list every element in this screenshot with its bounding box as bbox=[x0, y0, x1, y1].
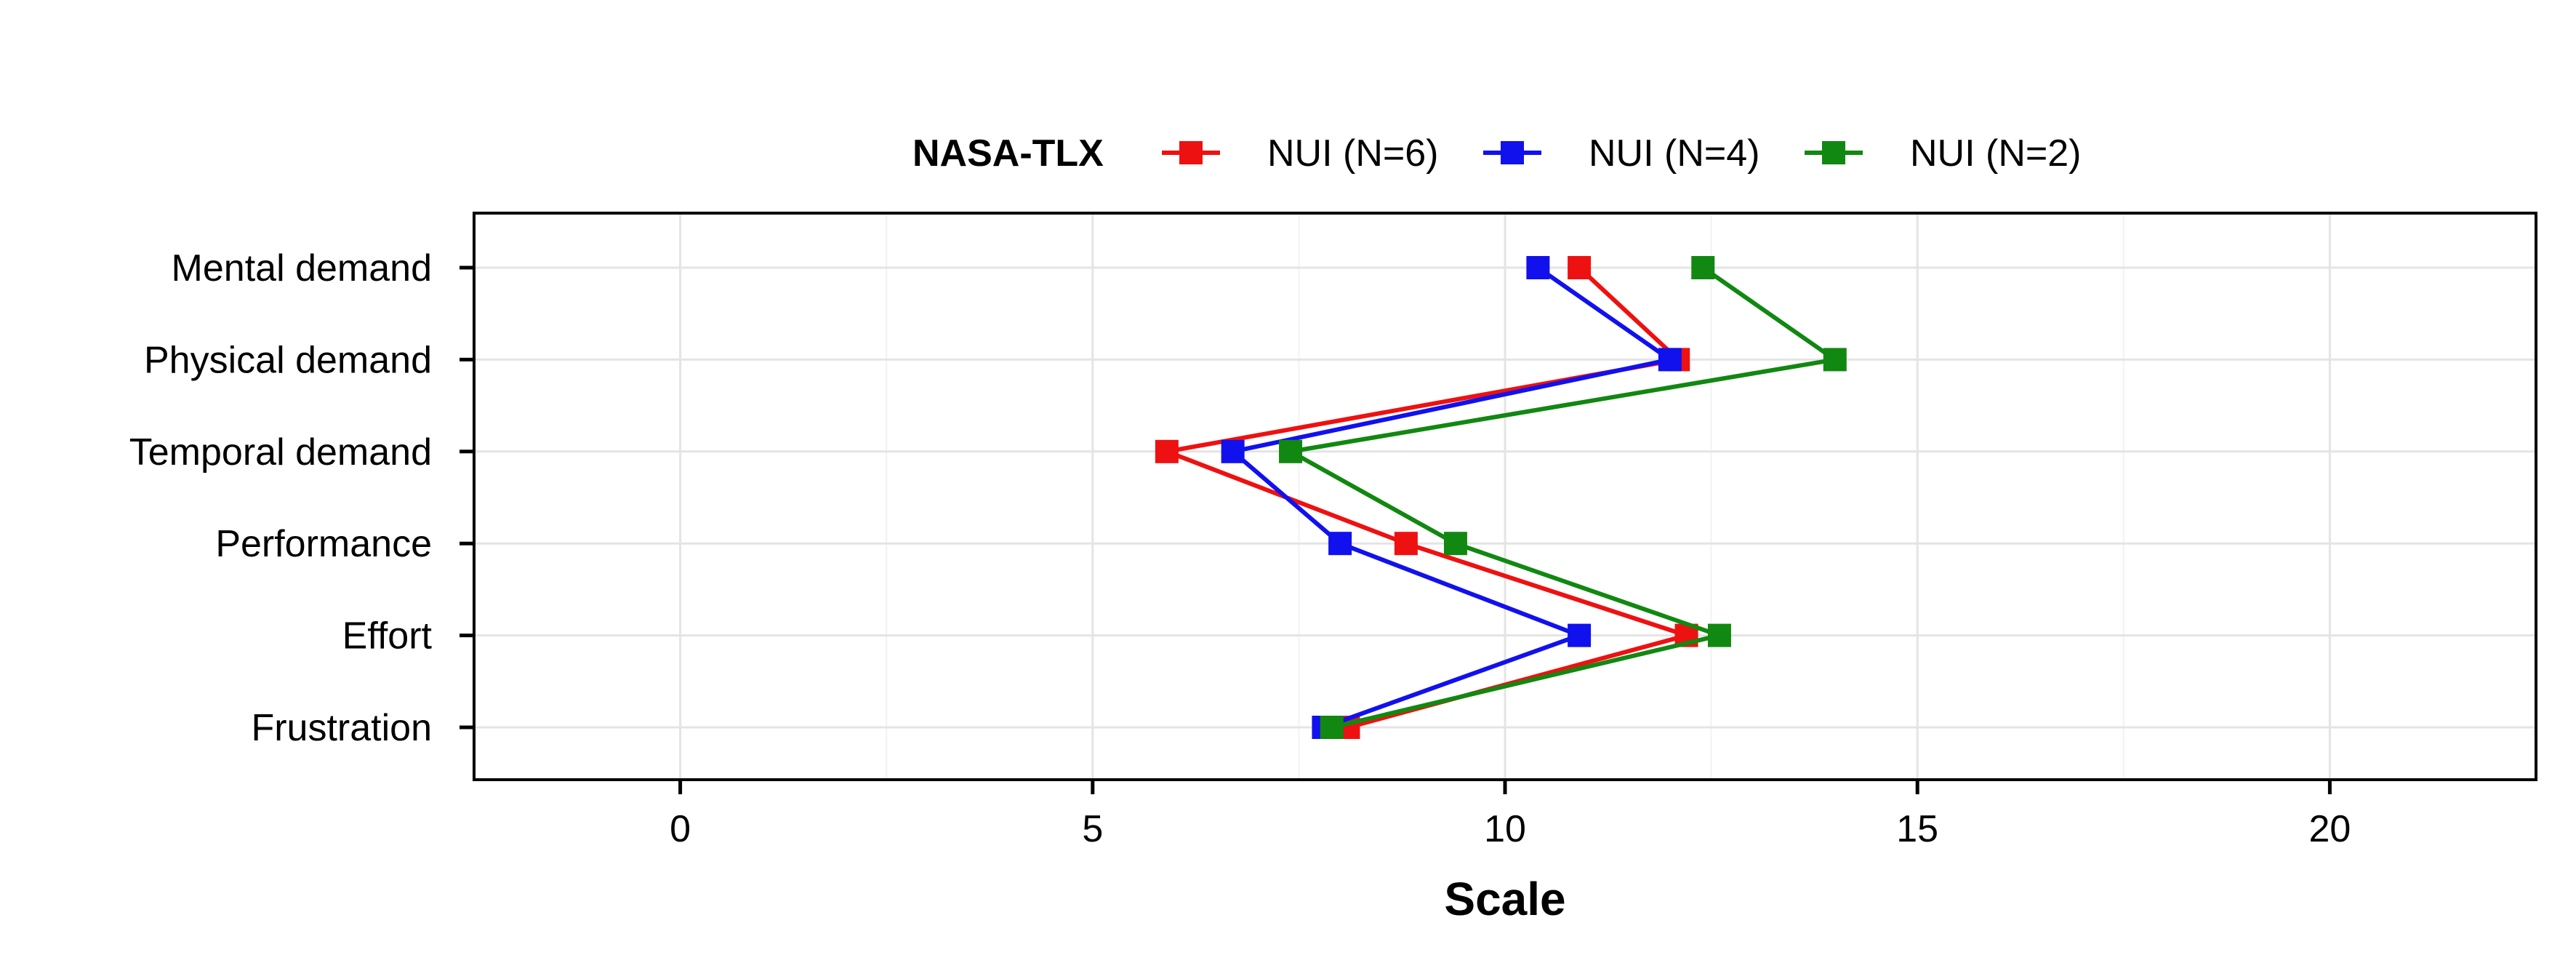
x-axis-title: Scale bbox=[1444, 873, 1565, 925]
data-point bbox=[1155, 439, 1179, 463]
legend-key-marker bbox=[1179, 141, 1203, 164]
data-point bbox=[1328, 532, 1352, 556]
series-group bbox=[1221, 256, 1682, 739]
data-point bbox=[1443, 532, 1467, 556]
data-point bbox=[1320, 716, 1344, 739]
series-layer bbox=[1155, 256, 1847, 739]
y-tick-label: Temporal demand bbox=[129, 431, 432, 473]
y-tick-label: Physical demand bbox=[144, 339, 432, 381]
series-line bbox=[1230, 265, 1672, 730]
gridlines bbox=[474, 213, 2536, 780]
data-point bbox=[1221, 439, 1245, 463]
data-point bbox=[1568, 256, 1592, 279]
data-point bbox=[1658, 348, 1682, 372]
data-point bbox=[1279, 439, 1303, 463]
legend-label: NUI (N=4) bbox=[1589, 132, 1760, 175]
x-tick-label: 15 bbox=[1896, 808, 1938, 850]
x-tick-label: 10 bbox=[1484, 808, 1526, 850]
y-axis: Mental demand Physical demand Temporal dem… bbox=[129, 247, 474, 749]
y-tick-label: Performance bbox=[215, 523, 432, 565]
data-point bbox=[1568, 623, 1592, 647]
y-tick-label: Effort bbox=[342, 615, 433, 658]
legend-label: NUI (N=6) bbox=[1267, 132, 1438, 175]
y-tick-label: Frustration bbox=[251, 707, 432, 749]
x-axis: 0 5 10 15 20 bbox=[670, 780, 2351, 850]
series-line bbox=[1288, 265, 1837, 730]
legend-label: NUI (N=2) bbox=[1910, 132, 2081, 175]
x-tick-label: 0 bbox=[670, 808, 691, 850]
data-point bbox=[1707, 623, 1731, 647]
legend-title: NASA-TLX bbox=[912, 132, 1104, 175]
legend: NASA-TLX NUI (N=6) NUI (N=4) NUI (N=2) bbox=[912, 132, 2081, 175]
legend-key-marker bbox=[1822, 141, 1845, 164]
data-point bbox=[1394, 532, 1418, 556]
data-point bbox=[1526, 256, 1550, 279]
x-tick-label: 20 bbox=[2308, 808, 2351, 850]
y-tick-label: Mental demand bbox=[172, 247, 432, 289]
plot-panel bbox=[473, 212, 2537, 781]
data-point bbox=[1823, 348, 1847, 372]
legend-key-marker bbox=[1501, 141, 1524, 164]
x-tick-label: 5 bbox=[1082, 808, 1103, 850]
data-point bbox=[1691, 256, 1715, 279]
series-group bbox=[1279, 256, 1847, 739]
